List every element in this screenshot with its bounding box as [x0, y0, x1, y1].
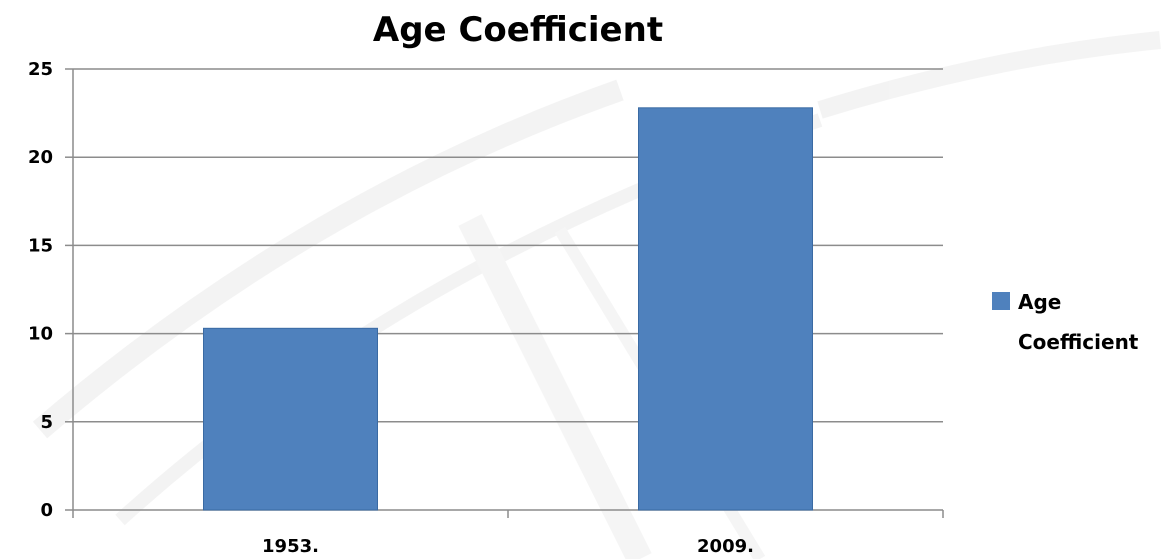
y-tick-label: 15 [28, 235, 53, 256]
x-tick-labels: 1953. 2009. [262, 536, 754, 557]
y-tick-label: 0 [40, 500, 53, 521]
bar [638, 107, 813, 511]
y-tick-label: 25 [28, 59, 53, 80]
bar [203, 327, 378, 511]
x-tick-label: 2009. [697, 536, 754, 557]
x-tick-label: 1953. [262, 536, 319, 557]
legend: Age Coefficient [992, 290, 1139, 354]
y-tick-label: 10 [28, 324, 53, 345]
chart-title: Age Coefficient [373, 10, 663, 50]
legend-label-line-1: Age [1018, 290, 1061, 314]
bar-series [203, 107, 813, 511]
legend-label-line-2: Coefficient [1018, 330, 1139, 354]
y-tick-label: 5 [40, 412, 53, 433]
y-tick-labels: 0 5 10 15 20 25 [28, 59, 53, 521]
y-tick-label: 20 [28, 147, 53, 168]
legend-swatch [992, 292, 1010, 310]
